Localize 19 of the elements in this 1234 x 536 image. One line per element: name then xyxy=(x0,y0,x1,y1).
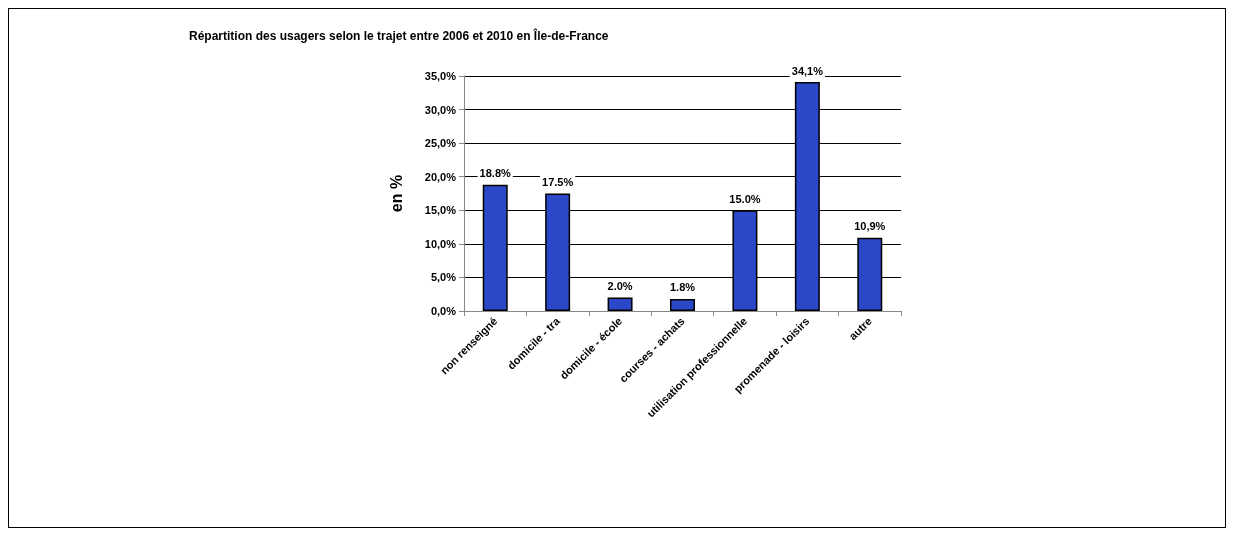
y-tick-label: 5,0% xyxy=(430,271,457,284)
data-label: 1.8% xyxy=(669,281,696,294)
data-label: 34,1% xyxy=(791,64,824,77)
y-axis-title: en % xyxy=(387,174,405,213)
y-tick-label: 30,0% xyxy=(424,103,457,116)
y-tick-label: 10,0% xyxy=(424,237,457,250)
y-tick-label: 20,0% xyxy=(424,170,457,183)
data-label: 18.8% xyxy=(479,167,512,180)
data-label: 15.0% xyxy=(729,192,761,205)
y-tick-label: 35,0% xyxy=(424,70,457,82)
chart-title: Répartition des usagers selon le trajet entre 2006 et 2010 en Île-de-France xyxy=(189,28,609,43)
bar xyxy=(607,297,633,311)
y-tick-label: 15,0% xyxy=(424,204,457,217)
y-tick-label: 25,0% xyxy=(424,137,457,150)
data-label: 2.0% xyxy=(607,280,633,293)
y-tick-label: 0,0% xyxy=(430,305,457,317)
data-label: 10,9% xyxy=(854,220,886,233)
data-label: 17.5% xyxy=(542,176,574,188)
bar xyxy=(670,298,695,311)
